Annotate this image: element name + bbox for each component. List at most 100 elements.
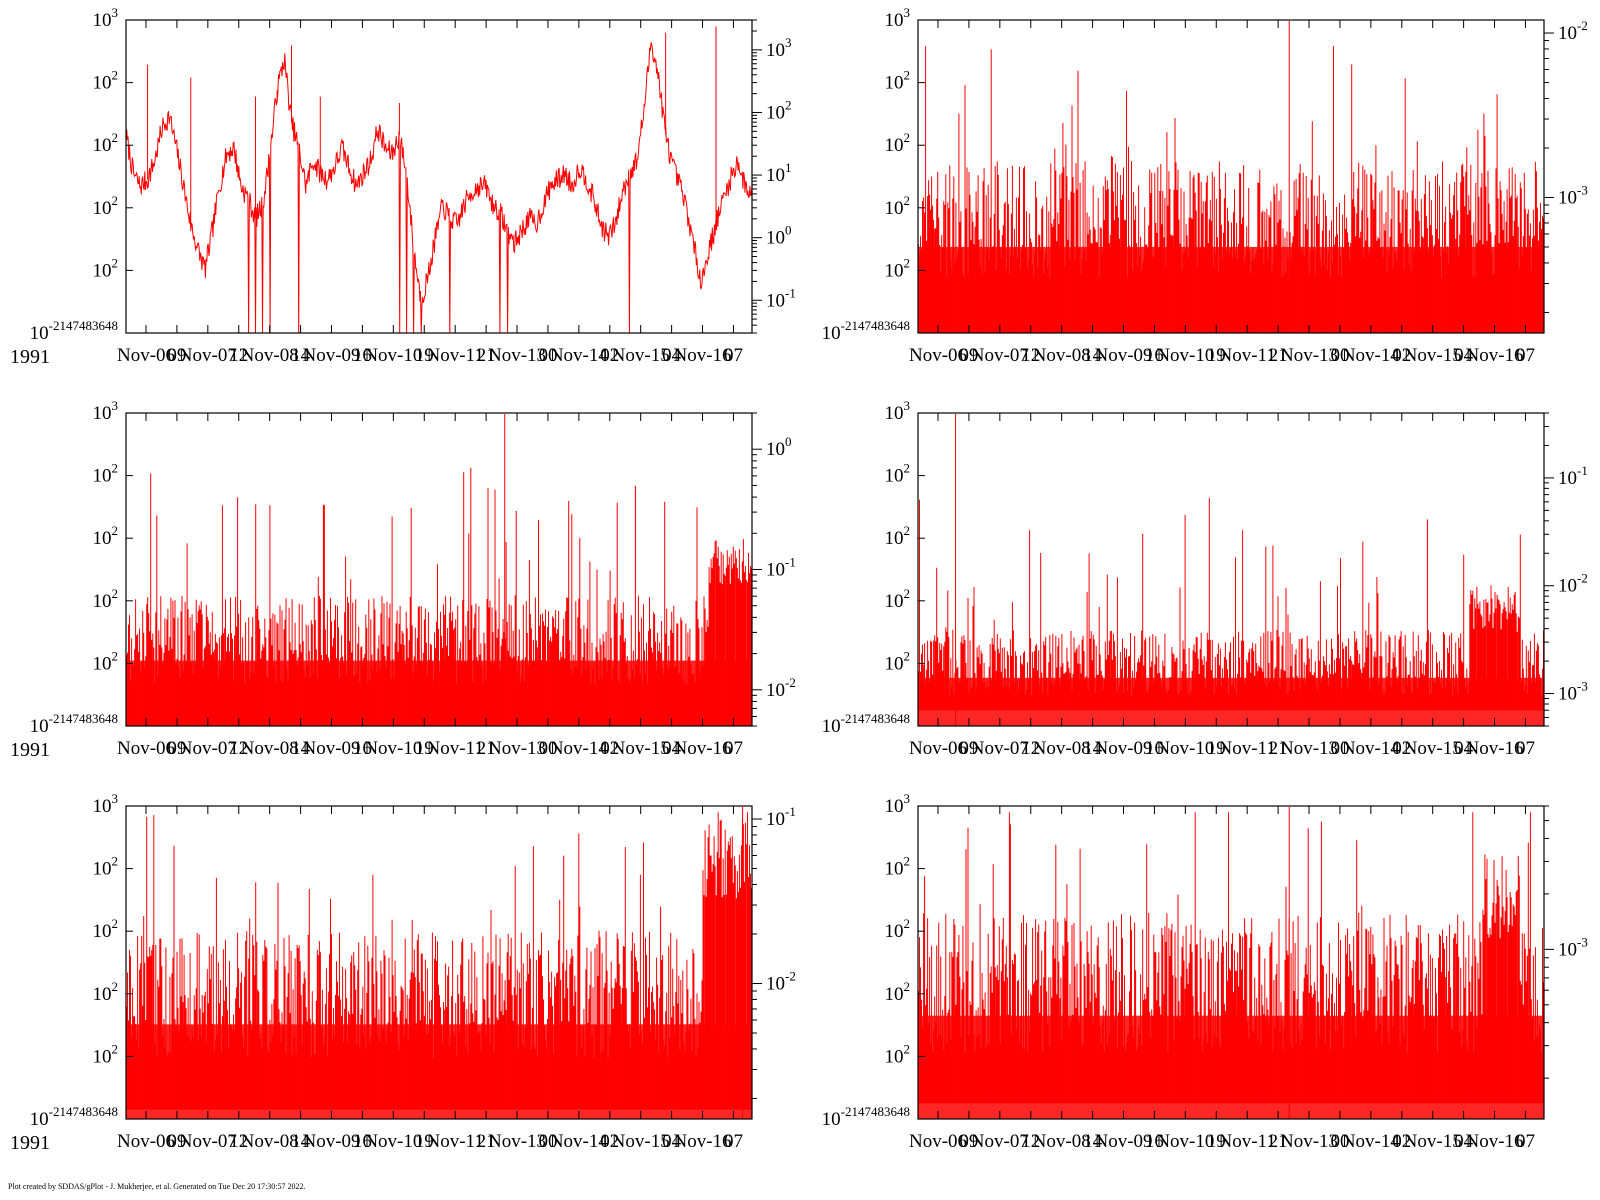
x-tick-label: 04 — [1454, 738, 1474, 759]
left-tick-label: 102 — [93, 523, 119, 549]
x-tick-label: Nov-10 — [364, 738, 422, 759]
panel-top-left: 10-2147483648 102 102 102 102 103 10-1 100 101 10… — [10, 5, 796, 368]
x-tick-label: Nov-11 — [1219, 1131, 1276, 1152]
x-tick-label: 07 — [1516, 1131, 1535, 1152]
x-tick-label: 12 — [229, 1131, 248, 1152]
x-tick-label: 00 — [538, 1131, 557, 1152]
left-tick-label: 102 — [93, 193, 119, 219]
x-tick-label: 07 — [724, 1131, 743, 1152]
x-tick-label: 09 — [959, 738, 978, 759]
x-tick-label: 02 — [1392, 345, 1411, 366]
x-tick-label: Nov-14 — [1342, 1131, 1401, 1152]
x-tick-label: 21 — [477, 1131, 496, 1152]
series-line — [126, 42, 752, 333]
x-tick-label: Nov-13 — [1280, 345, 1338, 366]
x-tick-label: 19 — [1207, 345, 1226, 366]
x-tick-label: Nov-07 — [179, 738, 237, 759]
x-tick-label: Nov-16 — [1465, 738, 1523, 759]
x-tick-label: Nov-16 — [673, 1131, 731, 1152]
x-tick-label: 21 — [1269, 345, 1288, 366]
left-tick-label: 102 — [885, 1041, 911, 1067]
series-bottom-left — [126, 807, 752, 1119]
x-tick-label: 12 — [1021, 738, 1040, 759]
right-tick-label: 100 — [766, 434, 792, 460]
plot-frame — [917, 805, 1545, 1120]
x-tick-label: Nov-06 — [909, 1131, 967, 1152]
left-tick-label: 103 — [93, 5, 119, 31]
left-tick-label: 10-2147483648 — [822, 1104, 910, 1130]
x-tick-label: Nov-09 — [302, 738, 360, 759]
x-tick-label: 14 — [1083, 345, 1103, 366]
left-tick-label: 102 — [885, 979, 911, 1005]
x-tick-label: 04 — [1454, 1131, 1474, 1152]
x-tick-label: 02 — [1392, 1131, 1411, 1152]
panel-top-right: 10-2147483648 102 102 102 102 103 10-3 10-2 Nov-… — [822, 5, 1588, 366]
right-tick-label: 103 — [766, 35, 792, 61]
x-tick-label: Nov-10 — [1156, 738, 1214, 759]
x-tick-label: Nov-14 — [550, 1131, 609, 1152]
x-tick-label: Nov-14 — [1342, 345, 1401, 366]
right-tick-label: 10-3 — [1558, 934, 1588, 960]
x-tick-label: 04 — [662, 1131, 682, 1152]
x-tick-label: Nov-11 — [427, 345, 484, 366]
left-tick-label: 102 — [885, 586, 911, 612]
x-tick-label: 14 — [291, 738, 311, 759]
x-tick-label: Nov-16 — [673, 738, 731, 759]
x-tick-label: 07 — [1516, 738, 1535, 759]
left-tick-label: 102 — [93, 130, 119, 156]
series-impulses — [918, 46, 1544, 333]
x-year-label: 1991 — [10, 1132, 50, 1154]
series-impulses — [918, 812, 1544, 1104]
x-tick-label: Nov-08 — [241, 345, 299, 366]
right-tick-label: 10-2 — [1558, 571, 1588, 597]
x-tick-label: Nov-07 — [971, 738, 1029, 759]
x-tick-label: Nov-10 — [364, 345, 422, 366]
x-tick-label: 12 — [229, 345, 248, 366]
x-tick-label: 12 — [229, 738, 248, 759]
x-tick-label: 21 — [1269, 738, 1288, 759]
x-tick-label: 21 — [477, 345, 496, 366]
x-tick-label: 00 — [1330, 1131, 1349, 1152]
x-tick-label: Nov-07 — [179, 1131, 237, 1152]
left-tick-label: 102 — [93, 854, 119, 880]
x-tick-label: Nov-11 — [427, 1131, 484, 1152]
x-year-label: 1991 — [10, 346, 50, 368]
x-tick-label: 14 — [291, 345, 311, 366]
series-impulses — [918, 498, 1544, 711]
left-tick-label: 102 — [885, 523, 911, 549]
left-tick-label: 10-2147483648 — [30, 1104, 118, 1130]
left-tick-label: 102 — [93, 586, 119, 612]
panel-middle-right: 10-2147483648 102 102 102 102 103 10-3 10-2 10-1… — [822, 398, 1588, 759]
x-tick-label: 21 — [1269, 1131, 1288, 1152]
left-tick-label: 102 — [93, 461, 119, 487]
series-middle-left — [126, 414, 752, 726]
x-tick-label: 00 — [1330, 345, 1349, 366]
x-tick-label: Nov-11 — [1219, 738, 1276, 759]
x-tick-label: Nov-08 — [1033, 1131, 1091, 1152]
left-tick-label: 102 — [93, 916, 119, 942]
left-tick-label: 102 — [885, 916, 911, 942]
x-tick-label: Nov-13 — [488, 738, 546, 759]
x-tick-label: 14 — [1083, 1131, 1103, 1152]
series-bottom-right — [918, 807, 1544, 1119]
x-tick-label: 21 — [477, 738, 496, 759]
x-tick-label: Nov-13 — [1280, 1131, 1338, 1152]
left-tick-label: 10-2147483648 — [822, 711, 910, 737]
x-tick-label: Nov-09 — [1094, 345, 1152, 366]
right-tick-label: 10-1 — [766, 804, 796, 830]
x-tick-label: Nov-06 — [909, 345, 967, 366]
x-tick-label: Nov-14 — [550, 345, 609, 366]
plot-frame — [125, 805, 753, 1120]
plot-frame — [125, 19, 753, 334]
x-tick-label: Nov-13 — [488, 345, 546, 366]
x-tick-label: Nov-13 — [1280, 738, 1338, 759]
left-tick-label: 102 — [885, 461, 911, 487]
x-tick-label: 09 — [959, 345, 978, 366]
left-tick-label: 102 — [93, 255, 119, 281]
left-tick-label: 103 — [93, 398, 119, 424]
x-tick-label: 19 — [415, 738, 434, 759]
right-tick-label: 10-2 — [766, 968, 796, 994]
left-tick-label: 102 — [93, 68, 119, 94]
x-tick-label: Nov-09 — [1094, 1131, 1152, 1152]
